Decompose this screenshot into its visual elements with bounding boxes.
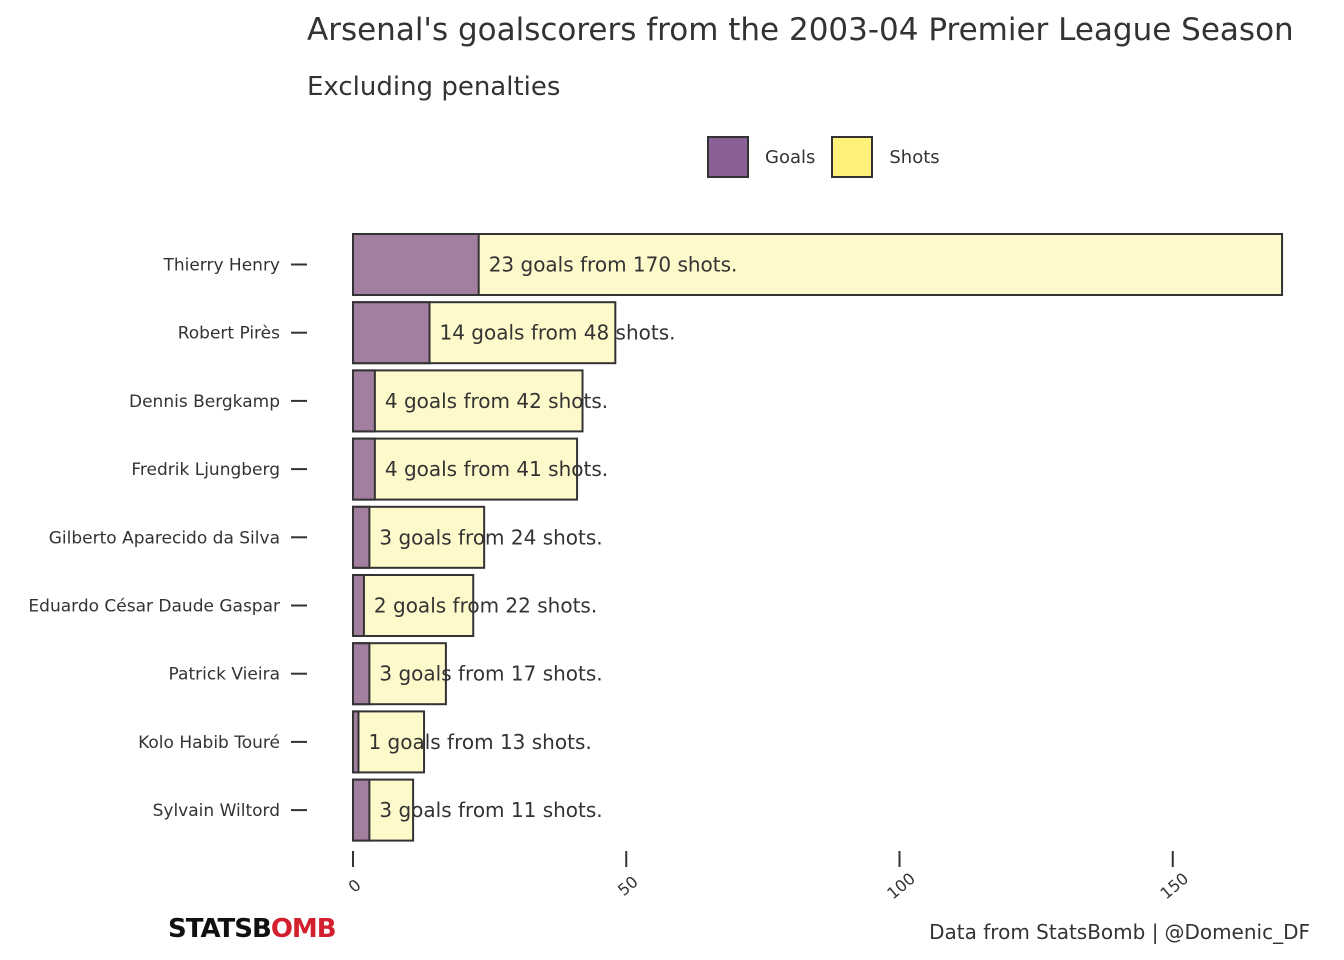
- data-label: 4 goals from 42 shots.: [385, 389, 608, 413]
- logo-text-part1: STATSB: [168, 914, 272, 944]
- legend-swatch-goals: [707, 136, 749, 178]
- y-tick-label: Dennis Bergkamp: [129, 392, 280, 412]
- logo-text-part2: OMB: [270, 914, 337, 944]
- y-tick-label: Thierry Henry: [162, 256, 280, 276]
- data-label: 14 goals from 48 shots.: [440, 321, 676, 345]
- x-tick-label: 150: [1157, 869, 1193, 903]
- goals-bar: [352, 301, 431, 365]
- y-tick-label: Robert Pirès: [178, 324, 280, 344]
- goals-bar: [352, 710, 360, 774]
- legend-label-shots: Shots: [889, 146, 940, 168]
- data-label: 23 goals from 170 shots.: [489, 253, 738, 277]
- data-label: 4 goals from 41 shots.: [385, 457, 608, 481]
- shots-bar: [352, 710, 426, 774]
- goals-bar: [352, 574, 365, 637]
- legend-label-goals: Goals: [765, 146, 816, 168]
- y-tick-label: Gilberto Aparecido da Silva: [49, 528, 280, 548]
- data-source: Data from StatsBomb |: [929, 920, 1159, 944]
- x-tick-label: 50: [614, 872, 642, 900]
- x-tick-label: 100: [883, 869, 919, 903]
- data-label: 3 goals from 24 shots.: [379, 525, 602, 549]
- y-tick-label: Eduardo César Daude Gaspar: [28, 597, 280, 617]
- shots-bar: [352, 574, 475, 637]
- y-tick-label: Patrick Vieira: [169, 665, 280, 685]
- y-tick-label: Sylvain Wiltord: [153, 801, 280, 821]
- data-label: 2 goals from 22 shots.: [374, 594, 597, 618]
- legend-item-shots: Shots: [831, 136, 940, 178]
- statsbomb-logo: STATSBOMB: [168, 914, 337, 944]
- goals-bar: [352, 233, 480, 296]
- goals-bar: [352, 642, 371, 706]
- legend: Goals Shots: [707, 134, 956, 180]
- goals-bar: [352, 778, 371, 842]
- y-tick-label: Kolo Habib Touré: [138, 733, 280, 753]
- data-label: 3 goals from 17 shots.: [379, 662, 602, 686]
- x-tick-label: 0: [345, 875, 365, 896]
- shots-bar: [352, 505, 486, 569]
- goals-bar: [352, 437, 376, 501]
- legend-swatch-shots: [831, 136, 874, 178]
- goals-bar: [352, 369, 376, 433]
- shots-bar: [352, 233, 1284, 296]
- goals-bar: [352, 505, 371, 569]
- y-tick-label: Fredrik Ljungberg: [131, 460, 280, 480]
- legend-item-goals: Goals: [707, 136, 815, 178]
- shots-bar: [352, 369, 584, 433]
- credit-line: Data from StatsBomb | @Domenic_DF: [923, 920, 1310, 944]
- author-handle: @Domenic_DF: [1164, 920, 1310, 944]
- chart-subtitle: Excluding penalties: [307, 72, 561, 102]
- data-label: 1 goals from 13 shots.: [368, 730, 591, 754]
- shots-bar: [352, 437, 579, 501]
- data-label: 3 goals from 11 shots.: [379, 798, 602, 822]
- chart-title: Arsenal's goalscorers from the 2003-04 P…: [307, 12, 1294, 48]
